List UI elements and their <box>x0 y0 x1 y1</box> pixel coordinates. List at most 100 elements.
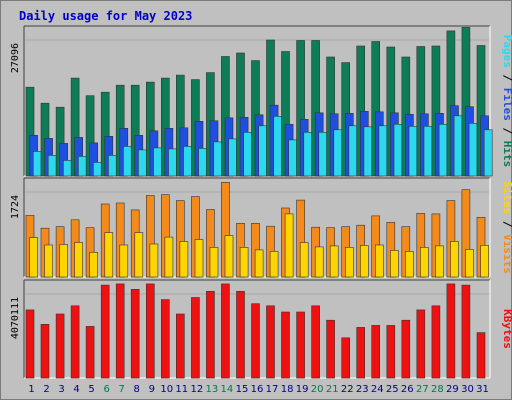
bar-hits-pages-15 <box>243 132 252 177</box>
bar-kbytes-kbytes-20 <box>311 305 320 379</box>
bar-visits-sites-12 <box>194 239 204 278</box>
x-label-day-20: 20 <box>311 384 324 395</box>
bar-kbytes-kbytes-7 <box>115 283 125 379</box>
bar-visits-sites-20 <box>314 246 324 278</box>
bar-kbytes-kbytes-14 <box>221 283 230 379</box>
bar-kbytes-kbytes-4 <box>70 305 80 379</box>
bar-hits-pages-19 <box>303 132 313 177</box>
x-label-day-11: 11 <box>175 384 188 395</box>
bar-hits-pages-20 <box>318 132 328 177</box>
x-label-day-2: 2 <box>43 384 49 395</box>
bar-kbytes-kbytes-28 <box>431 305 441 379</box>
bar-kbytes-kbytes-15 <box>236 290 245 379</box>
x-label-day-10: 10 <box>160 384 173 395</box>
x-label-day-30: 30 <box>461 384 474 395</box>
bar-hits-pages-1 <box>32 151 42 177</box>
x-label-day-19: 19 <box>296 384 309 395</box>
right-label-part: Files <box>501 88 512 121</box>
bar-kbytes-kbytes-17 <box>266 305 275 379</box>
x-label-day-24: 24 <box>371 384 384 395</box>
x-label-day-3: 3 <box>58 384 64 395</box>
right-label-part: KBytes <box>501 309 512 349</box>
bar-kbytes-kbytes-18 <box>281 311 290 379</box>
bar-hits-pages-25 <box>393 124 403 177</box>
bar-visits-sites-5 <box>89 252 98 278</box>
bar-hits-pages-16 <box>258 125 268 177</box>
bar-hits-pages-5 <box>93 162 102 177</box>
bar-visits-sites-23 <box>359 245 369 278</box>
bar-hits-pages-26 <box>408 126 418 177</box>
bar-visits-sites-8 <box>134 232 144 278</box>
bar-visits-sites-28 <box>435 245 444 278</box>
bar-kbytes-kbytes-25 <box>386 325 396 379</box>
bar-visits-sites-31 <box>480 245 489 278</box>
bar-visits-sites-19 <box>299 242 309 278</box>
x-label-day-12: 12 <box>191 384 204 395</box>
bar-hits-pages-8 <box>138 149 147 177</box>
bar-kbytes-kbytes-24 <box>371 325 381 379</box>
bar-visits-sites-2 <box>44 244 53 278</box>
bar-hits-pages-22 <box>348 125 358 177</box>
bar-kbytes-kbytes-13 <box>206 290 215 379</box>
bar-kbytes-kbytes-26 <box>401 319 411 379</box>
bar-kbytes-kbytes-27 <box>416 309 426 379</box>
bar-kbytes-kbytes-3 <box>55 313 65 379</box>
right-label-kbytes: KBytes <box>501 309 512 349</box>
bar-hits-pages-29 <box>453 115 463 177</box>
bar-kbytes-kbytes-1 <box>25 309 35 379</box>
right-label-hits: Pages / Files / Hits <box>501 35 512 168</box>
bar-visits-sites-17 <box>269 251 279 278</box>
bar-kbytes-kbytes-2 <box>40 323 50 379</box>
bar-kbytes-kbytes-9 <box>146 283 155 379</box>
max-label-visits: 1724 <box>10 195 21 219</box>
bar-hits-pages-10 <box>168 148 177 177</box>
right-label-part: Hits <box>501 141 512 168</box>
panel-kbytes: 4070111 KBytes <box>10 279 512 379</box>
bar-kbytes-kbytes-16 <box>251 303 260 379</box>
max-label-hits: 27096 <box>10 43 21 73</box>
bar-visits-sites-22 <box>344 247 354 278</box>
x-label-day-8: 8 <box>134 384 140 395</box>
right-label-part: Pages <box>501 35 512 68</box>
bar-visits-sites-15 <box>239 247 249 278</box>
x-label-day-16: 16 <box>251 384 264 395</box>
bar-hits-pages-3 <box>62 160 72 177</box>
bar-hits-pages-6 <box>108 155 117 177</box>
bar-visits-sites-9 <box>149 243 159 278</box>
x-label-day-23: 23 <box>356 384 369 395</box>
x-label-day-27: 27 <box>416 384 429 395</box>
bar-kbytes-kbytes-31 <box>476 332 486 379</box>
bar-visits-sites-7 <box>119 244 129 278</box>
bar-hits-pages-4 <box>78 156 87 177</box>
x-label-day-26: 26 <box>401 384 414 395</box>
bar-visits-sites-25 <box>390 250 399 278</box>
bar-hits-pages-18 <box>288 139 298 177</box>
x-label-day-29: 29 <box>446 384 459 395</box>
bar-kbytes-kbytes-10 <box>161 299 170 379</box>
bar-hits-pages-31 <box>483 129 493 177</box>
bar-hits-pages-23 <box>363 126 373 177</box>
x-label-day-22: 22 <box>341 384 354 395</box>
bar-hits-pages-13 <box>213 141 222 177</box>
bar-hits-pages-24 <box>378 125 388 177</box>
bar-kbytes-kbytes-30 <box>461 284 471 379</box>
bar-kbytes-kbytes-11 <box>176 313 185 379</box>
panel-hits: 27096 Pages / Files / Hits <box>10 25 512 177</box>
bar-hits-pages-2 <box>47 155 57 177</box>
right-label-part: / <box>501 121 512 141</box>
right-label-part: / <box>501 214 512 234</box>
bar-kbytes-kbytes-5 <box>85 326 95 379</box>
bar-hits-pages-11 <box>183 146 192 177</box>
bar-visits-sites-10 <box>164 236 174 278</box>
chart-panels: 27096 Pages / Files / Hits 1724 Sites / Vis… <box>10 25 512 379</box>
x-label-day-13: 13 <box>206 384 219 395</box>
bar-visits-sites-3 <box>59 244 69 278</box>
bar-kbytes-kbytes-8 <box>130 288 140 379</box>
chart-title: Daily usage for May 2023 <box>19 9 192 23</box>
bar-kbytes-kbytes-23 <box>356 327 366 379</box>
max-label-kbytes: 4070111 <box>10 297 21 339</box>
bar-hits-pages-17 <box>273 116 283 177</box>
x-label-day-14: 14 <box>221 384 234 395</box>
bar-hits-pages-9 <box>153 147 162 177</box>
